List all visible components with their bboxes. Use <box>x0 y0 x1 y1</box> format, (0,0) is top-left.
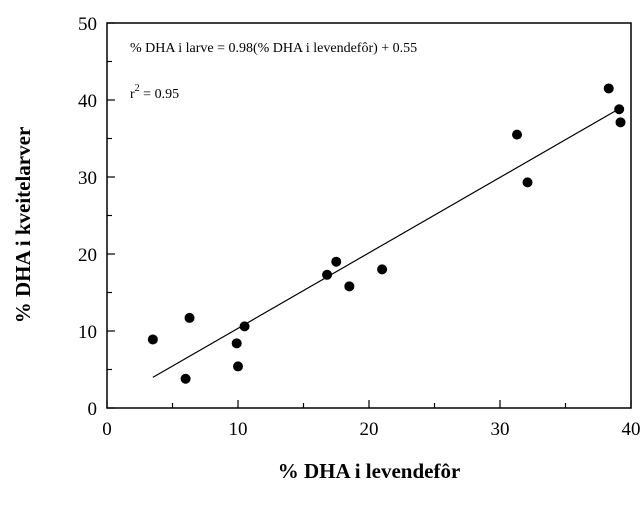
x-tick-label: 40 <box>622 419 641 440</box>
x-axis-label: % DHA i levendefôr <box>278 459 461 483</box>
y-tick-label: 0 <box>88 399 98 420</box>
data-point <box>603 83 614 94</box>
plot-area <box>106 22 632 409</box>
data-point <box>615 117 626 128</box>
y-tick-label: 50 <box>78 14 97 35</box>
x-tick-label: 30 <box>491 419 510 440</box>
data-point <box>184 312 195 323</box>
data-point <box>512 129 523 140</box>
r-squared-value: = 0.95 <box>140 87 179 102</box>
y-tick-label: 40 <box>78 91 97 112</box>
y-tick-label: 30 <box>78 168 97 189</box>
x-tick-label: 20 <box>360 419 379 440</box>
data-point <box>377 264 388 275</box>
y-tick-label: 10 <box>78 322 97 343</box>
data-point <box>522 177 533 188</box>
data-point <box>344 281 355 292</box>
equation-annotation: % DHA i larve = 0.98(% DHA i levendefôr)… <box>130 41 417 56</box>
r-squared-annotation: r2 = 0.95 <box>130 83 179 102</box>
data-point <box>322 269 333 280</box>
data-point <box>147 334 158 345</box>
y-axis-label: % DHA i kveitelarver <box>11 127 35 324</box>
data-point <box>331 256 342 267</box>
trend-line <box>152 108 620 378</box>
y-tick-label: 20 <box>78 245 97 266</box>
data-point <box>231 338 242 349</box>
data-point <box>233 361 243 372</box>
x-tick-label: 0 <box>102 419 112 440</box>
r-squared-exponent: 2 <box>135 83 140 94</box>
data-points <box>147 83 626 384</box>
x-tick-label: 10 <box>229 419 248 440</box>
data-point <box>180 373 191 384</box>
data-point <box>614 104 625 115</box>
axis-ticks: 0 10 20 30 40 0 10 20 30 40 50 <box>78 14 641 440</box>
data-point <box>239 321 250 332</box>
r-squared-prefix: r <box>130 87 135 102</box>
